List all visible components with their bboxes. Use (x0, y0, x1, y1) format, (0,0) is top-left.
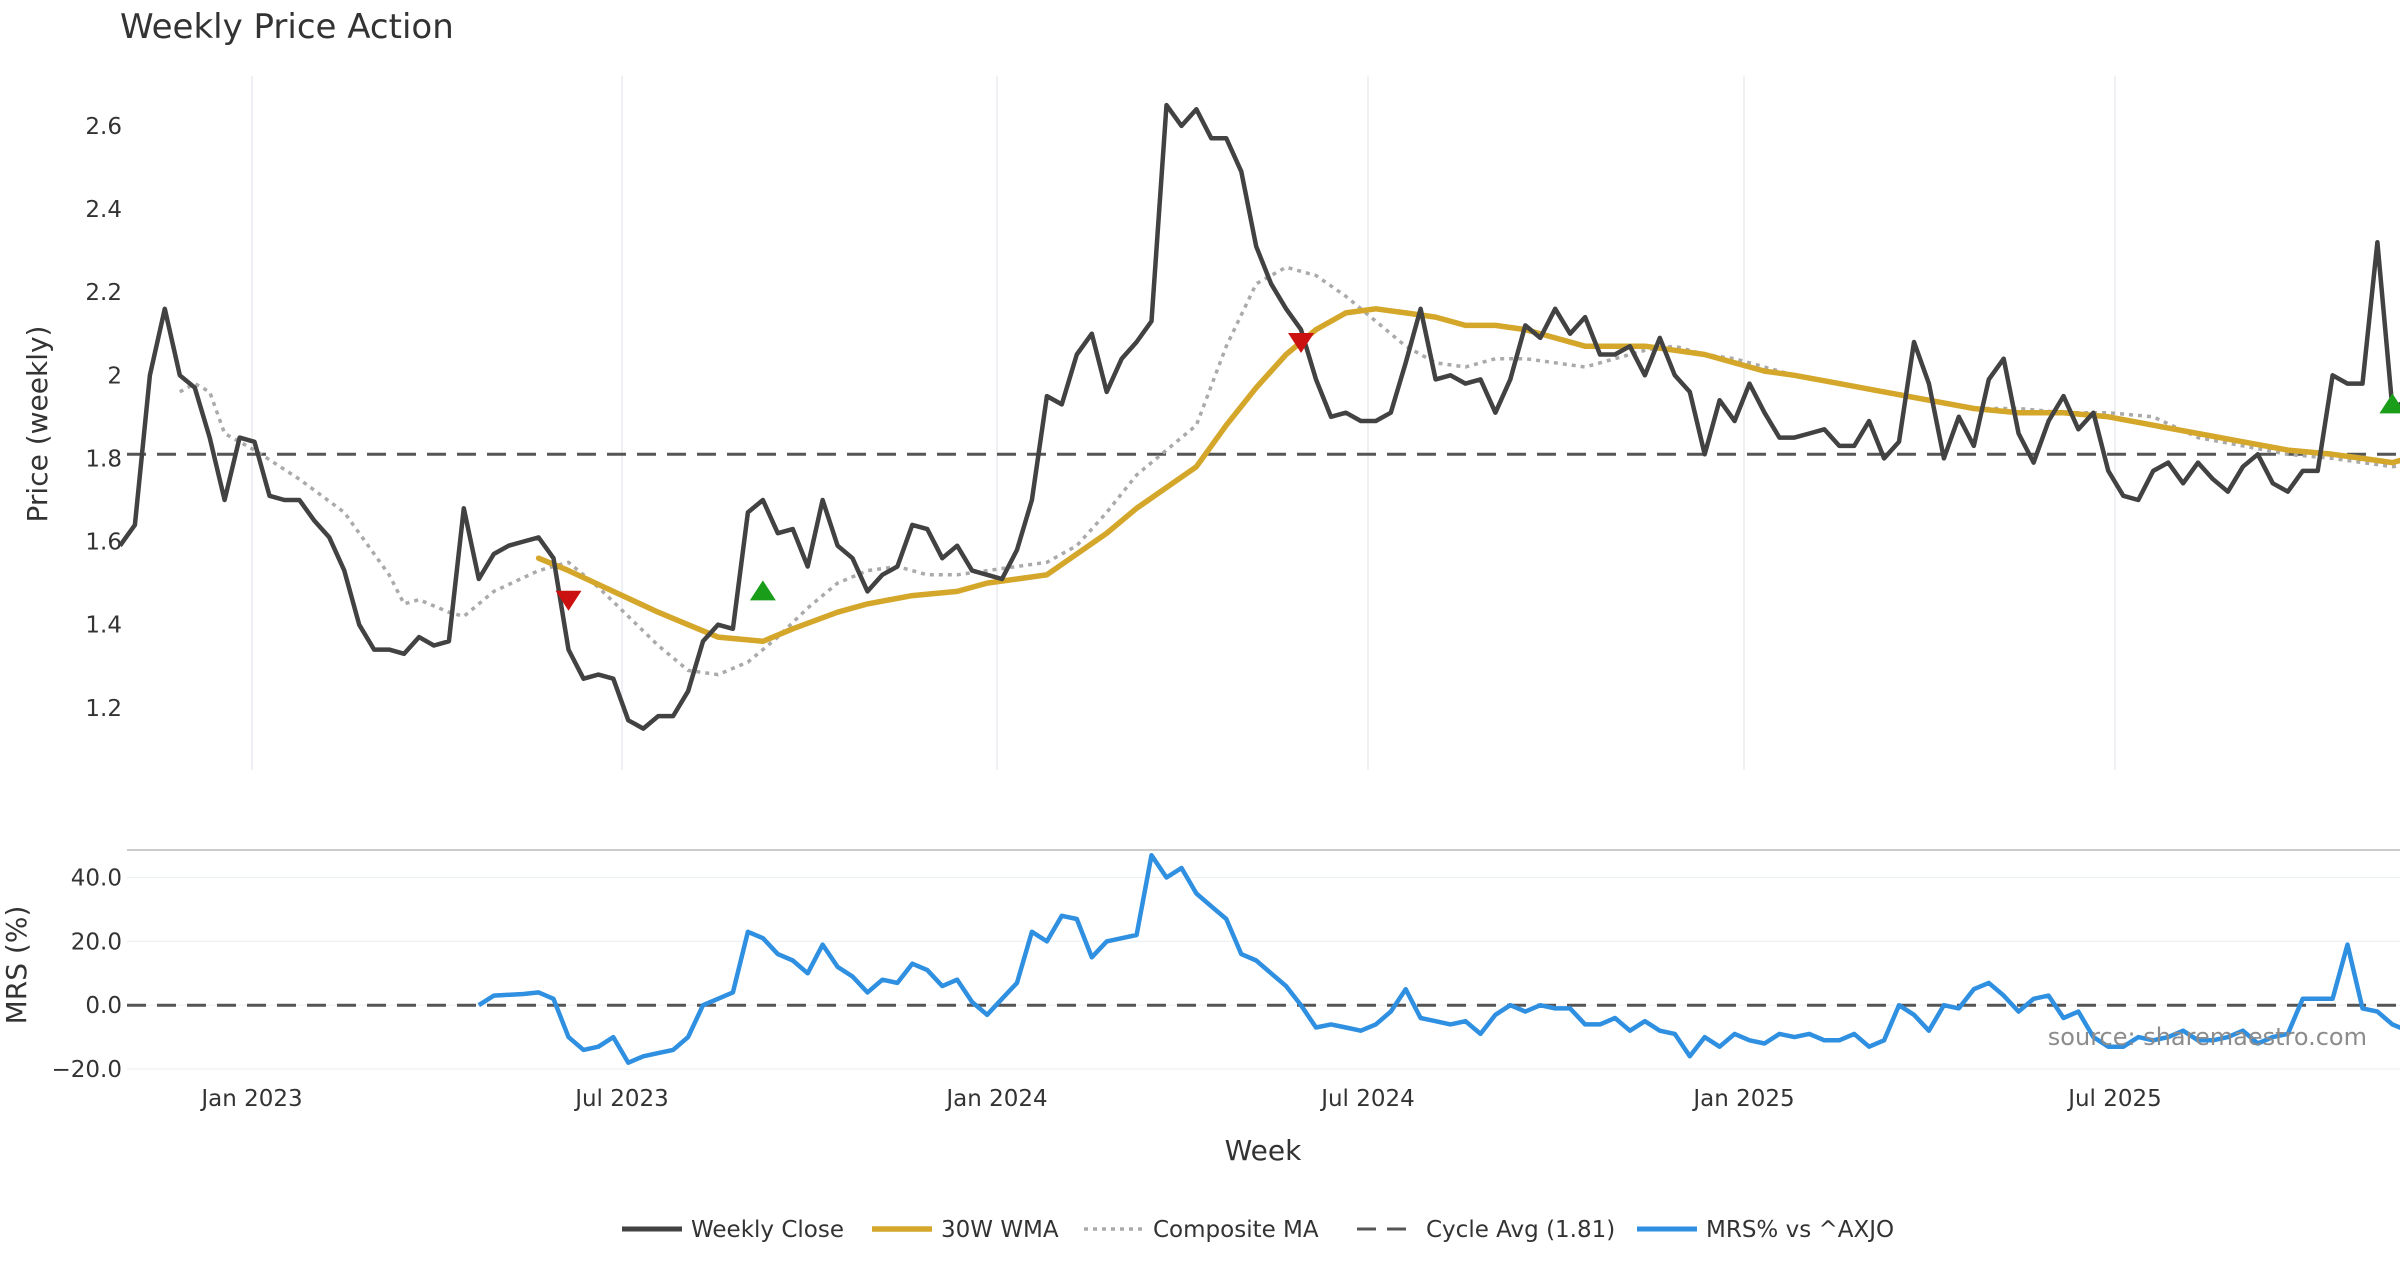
price-y-ticks: 1.2 1.4 1.6 1.8 2 2.2 2.4 2.6 (85, 114, 122, 722)
sell-signal-marker (1288, 333, 1315, 354)
mrs-y-tick-label: 0.0 (85, 993, 122, 1019)
x-tick-label: Jan 2024 (944, 1086, 1047, 1112)
price-y-tick-label: 1.6 (85, 530, 122, 556)
mrs-y-tick-label: −20.0 (52, 1057, 122, 1083)
x-tick-label: Jul 2024 (1319, 1086, 1415, 1112)
mrs-series-group (127, 852, 2400, 1065)
x-tick-label: Jan 2025 (1691, 1086, 1794, 1112)
mrs-line (477, 852, 2400, 1065)
x-axis-label: Week (1225, 1134, 1302, 1167)
price-y-axis-label: Price (weekly) (21, 326, 54, 523)
price-y-tick-label: 2.6 (85, 114, 122, 140)
mrs-y-tick-label: 40.0 (71, 866, 122, 892)
buy-signal-marker (749, 580, 776, 601)
mrs-y-axis-label: MRS (%) (0, 906, 33, 1025)
weekly-close-line (118, 102, 2400, 731)
price-y-tick-label: 1.8 (85, 446, 122, 472)
mrs-y-tick-label: 20.0 (71, 929, 122, 955)
price-y-tick-label: 1.2 (85, 696, 122, 722)
legend-item-label: 30W WMA (941, 1217, 1059, 1243)
price-y-tick-label: 2 (107, 363, 122, 389)
x-ticks: Jan 2023 Jul 2023 Jan 2024 Jul 2024 Jan 2025… (199, 1086, 2161, 1112)
source-watermark: source: sharemaestro.com (2048, 1023, 2367, 1051)
legend-item-label: MRS% vs ^AXJO (1706, 1217, 1894, 1243)
price-y-tick-label: 1.4 (85, 613, 122, 639)
wma-30w-line (535, 306, 2400, 645)
mrs-y-ticks: −20.0 0.0 20.0 40.0 (52, 866, 122, 1084)
sell-signal-marker (555, 590, 582, 611)
price-y-tick-label: 2.2 (85, 280, 122, 306)
price-y-tick-label: 2.4 (85, 197, 122, 223)
legend-item-label: Weekly Close (691, 1217, 844, 1243)
x-tick-label: Jan 2023 (199, 1086, 302, 1112)
x-tick-label: Jul 2023 (573, 1086, 669, 1112)
legend: Weekly Close 30W WMA Composite MA Cycle Avg… (622, 1217, 1894, 1243)
price-series-group (118, 102, 2400, 731)
x-tick-label: Jul 2025 (2066, 1086, 2162, 1112)
buy-signal-marker (2379, 393, 2400, 414)
chart-title: Weekly Price Action (120, 7, 454, 47)
legend-item-label: Composite MA (1153, 1217, 1319, 1243)
legend-item-label: Cycle Avg (1.81) (1426, 1217, 1615, 1243)
